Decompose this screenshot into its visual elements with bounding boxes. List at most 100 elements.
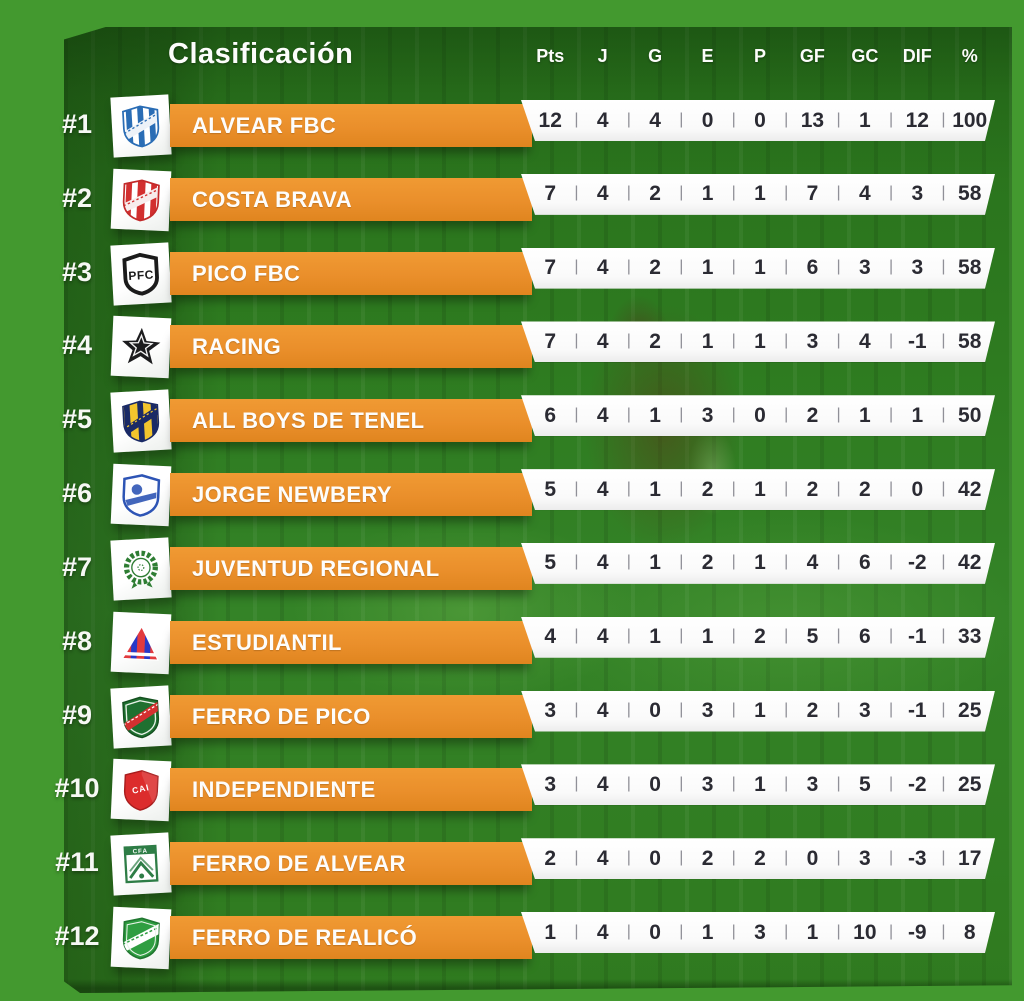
stat-value-j: 4 bbox=[596, 477, 609, 501]
stat-value-pct: 42 bbox=[958, 477, 982, 501]
team-stats-banner: 5 | 4 | 1 | 2 | 1 | 2 | 2 | 0 | 42 bbox=[521, 469, 995, 510]
stat-separator: | bbox=[731, 258, 736, 276]
stat-value-dif: -2 bbox=[907, 772, 927, 796]
rank-label: #5 bbox=[61, 404, 93, 435]
column-headers: Pts J G E P GF GC DIF% bbox=[521, 44, 995, 68]
team-name: PICO FBC bbox=[192, 260, 301, 286]
team-stats-banner: 3 | 4 | 0 | 3 | 1 | 2 | 3 | -1 | 25 bbox=[521, 691, 995, 732]
stat-separator: | bbox=[679, 627, 684, 645]
stat-separator: | bbox=[574, 922, 579, 940]
table-row: #4 RACING 7 | 4 | 2 | 1 | 1 | 3 | 4 | -1 | 58 bbox=[0, 316, 1024, 399]
stat-separator: | bbox=[836, 258, 841, 276]
stat-value-j: 4 bbox=[596, 182, 609, 206]
rank-label: #7 bbox=[61, 551, 93, 582]
stat-value-pct: 100 bbox=[952, 108, 988, 132]
stat-separator: | bbox=[941, 627, 946, 645]
all-boys-crest-icon bbox=[117, 397, 165, 445]
stat-separator: | bbox=[679, 479, 684, 497]
stat-separator: | bbox=[679, 331, 684, 349]
stat-value-dif: 3 bbox=[911, 256, 924, 280]
stat-separator: | bbox=[888, 774, 894, 792]
stat-separator: | bbox=[626, 774, 631, 792]
alvear-fbc-crest-icon bbox=[117, 102, 165, 150]
stat-separator: | bbox=[888, 553, 894, 571]
stat-value-j: 4 bbox=[596, 772, 609, 796]
stat-value-dif: -3 bbox=[907, 846, 927, 870]
costa-brava-crest-icon bbox=[117, 176, 165, 224]
stat-separator: | bbox=[574, 627, 579, 645]
stat-value-pts: 4 bbox=[544, 625, 557, 649]
stat-value-j: 4 bbox=[596, 108, 609, 132]
team-badge-card bbox=[110, 611, 172, 675]
stat-value-e: 0 bbox=[701, 108, 714, 132]
team-name-banner: JUVENTUD REGIONAL bbox=[170, 546, 532, 590]
team-stats-banner: 12 | 4 | 4 | 0 | 0 | 13 | 1 | 12 | 100 bbox=[521, 100, 995, 141]
stat-separator: | bbox=[836, 110, 841, 128]
stat-value-g: 1 bbox=[649, 477, 661, 501]
team-name-banner: PICO FBC bbox=[170, 251, 532, 295]
stat-separator: | bbox=[941, 405, 946, 423]
stat-separator: | bbox=[626, 701, 631, 719]
stat-separator: | bbox=[679, 922, 684, 940]
stat-value-gf: 5 bbox=[806, 625, 819, 649]
team-stats-banner: 1 | 4 | 0 | 1 | 3 | 1 | 10 | -9 | 8 bbox=[521, 912, 995, 953]
stat-separator: | bbox=[941, 110, 946, 128]
stat-value-p: 1 bbox=[754, 772, 766, 796]
stat-value-g: 1 bbox=[649, 625, 661, 649]
team-badge-card bbox=[110, 759, 172, 822]
team-name-banner: INDEPENDIENTE bbox=[170, 768, 532, 812]
team-name-banner: FERRO DE PICO bbox=[170, 694, 532, 738]
team-name-banner: ALVEAR FBC bbox=[170, 104, 532, 147]
column-header-gc: GC bbox=[851, 45, 879, 66]
stat-separator: | bbox=[836, 701, 841, 719]
team-badge-card bbox=[110, 906, 172, 970]
stat-value-gf: 2 bbox=[806, 699, 819, 723]
stat-separator: | bbox=[888, 331, 894, 349]
table-row: #1 ALVEAR FBC 12 | 4 | 4 | 0 | 0 | 13 | 1 | 12 | 100 bbox=[0, 94, 1024, 178]
team-badge-card bbox=[110, 242, 172, 306]
stat-separator: | bbox=[679, 774, 684, 792]
stat-value-e: 1 bbox=[701, 182, 714, 206]
team-badge-card bbox=[110, 537, 172, 601]
table-row: #6 JORGE NEWBERY 5 | 4 | 1 | 2 | 1 | 2 | 2 | 0 | 42 bbox=[0, 463, 1024, 547]
team-name-banner: ESTUDIANTIL bbox=[170, 620, 532, 664]
stat-separator: | bbox=[888, 627, 894, 645]
stat-separator: | bbox=[784, 110, 789, 128]
team-name-banner: FERRO DE REALICÓ bbox=[170, 916, 532, 960]
stat-value-e: 3 bbox=[701, 699, 714, 723]
stat-value-pct: 33 bbox=[958, 625, 982, 649]
stat-separator: | bbox=[731, 774, 736, 792]
team-badge-card bbox=[110, 316, 172, 379]
column-header-j: J bbox=[597, 45, 608, 66]
team-name: ALVEAR FBC bbox=[192, 113, 337, 138]
stat-value-pts: 7 bbox=[544, 329, 557, 353]
stat-value-gc: 2 bbox=[859, 477, 871, 501]
stat-value-pts: 3 bbox=[544, 772, 557, 796]
team-name: FERRO DE ALVEAR bbox=[192, 851, 406, 877]
stat-value-gc: 1 bbox=[859, 108, 871, 132]
stat-value-e: 1 bbox=[701, 256, 714, 280]
stat-value-p: 3 bbox=[754, 920, 766, 944]
stat-value-pct: 50 bbox=[958, 403, 982, 427]
stat-separator: | bbox=[731, 848, 736, 866]
stat-value-g: 0 bbox=[649, 846, 661, 870]
stat-separator: | bbox=[626, 479, 631, 497]
stat-value-pts: 7 bbox=[544, 182, 557, 206]
stat-separator: | bbox=[731, 701, 736, 719]
column-header-pts: Pts bbox=[536, 45, 565, 66]
stat-value-pct: 25 bbox=[958, 772, 982, 796]
stat-separator: | bbox=[574, 479, 579, 497]
stat-separator: | bbox=[574, 258, 579, 276]
stat-separator: | bbox=[941, 922, 946, 940]
stat-value-g: 2 bbox=[649, 256, 661, 280]
stat-separator: | bbox=[941, 331, 946, 349]
stat-separator: | bbox=[626, 110, 631, 128]
stat-separator: | bbox=[888, 922, 894, 940]
stat-value-dif: 1 bbox=[911, 403, 924, 427]
stat-value-j: 4 bbox=[596, 920, 609, 944]
ferro-de-pico-crest-icon bbox=[117, 692, 165, 740]
team-name: ALL BOYS DE TENEL bbox=[192, 408, 425, 434]
stat-value-gf: 4 bbox=[806, 551, 819, 575]
stat-value-p: 1 bbox=[754, 329, 766, 353]
stat-value-e: 1 bbox=[701, 625, 714, 649]
